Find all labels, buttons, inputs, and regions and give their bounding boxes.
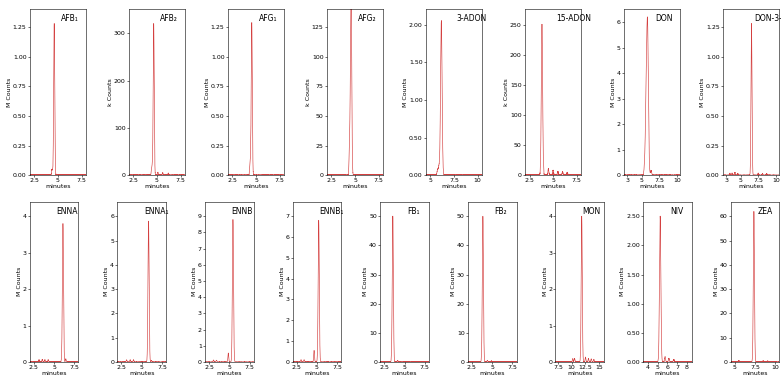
Text: MON: MON (583, 207, 601, 216)
Text: AFB₁: AFB₁ (61, 14, 79, 23)
Text: DON: DON (655, 14, 672, 23)
Y-axis label: M Counts: M Counts (205, 78, 210, 107)
Y-axis label: M Counts: M Counts (280, 267, 285, 296)
Y-axis label: k Counts: k Counts (306, 78, 311, 106)
X-axis label: minutes: minutes (480, 371, 505, 376)
X-axis label: minutes: minutes (392, 371, 417, 376)
Text: ENNA₁: ENNA₁ (144, 207, 169, 216)
Text: FB₁: FB₁ (407, 207, 419, 216)
Text: 3-ADON: 3-ADON (457, 14, 487, 23)
Y-axis label: M Counts: M Counts (451, 267, 456, 296)
X-axis label: minutes: minutes (304, 371, 330, 376)
Y-axis label: M Counts: M Counts (403, 78, 408, 107)
Text: ENNA: ENNA (56, 207, 78, 216)
X-axis label: minutes: minutes (654, 371, 680, 376)
Text: ENNB₁: ENNB₁ (319, 207, 344, 216)
Y-axis label: M Counts: M Counts (714, 267, 719, 296)
X-axis label: minutes: minutes (441, 184, 467, 189)
X-axis label: minutes: minutes (216, 371, 242, 376)
Text: NIV: NIV (670, 207, 683, 216)
Y-axis label: M Counts: M Counts (105, 267, 109, 296)
Text: ENNB: ENNB (232, 207, 253, 216)
X-axis label: minutes: minutes (243, 184, 269, 189)
Y-axis label: M Counts: M Counts (363, 267, 369, 296)
X-axis label: minutes: minutes (342, 184, 368, 189)
Y-axis label: M Counts: M Counts (543, 267, 547, 296)
Text: AFG₂: AFG₂ (358, 14, 376, 23)
X-axis label: minutes: minutes (640, 184, 665, 189)
Y-axis label: M Counts: M Counts (16, 267, 22, 296)
Text: ZEA: ZEA (758, 207, 772, 216)
Y-axis label: k Counts: k Counts (108, 78, 113, 106)
Text: AFB₂: AFB₂ (160, 14, 178, 23)
Y-axis label: M Counts: M Counts (701, 78, 705, 107)
X-axis label: minutes: minutes (41, 371, 66, 376)
X-axis label: minutes: minutes (738, 184, 764, 189)
Text: FB₂: FB₂ (494, 207, 507, 216)
Text: 15-ADON: 15-ADON (556, 14, 591, 23)
X-axis label: minutes: minutes (45, 184, 71, 189)
Y-axis label: k Counts: k Counts (505, 78, 509, 106)
Text: AFG₁: AFG₁ (259, 14, 277, 23)
Y-axis label: M Counts: M Counts (192, 267, 197, 296)
Y-axis label: M Counts: M Counts (7, 78, 12, 107)
X-axis label: minutes: minutes (540, 184, 566, 189)
X-axis label: minutes: minutes (129, 371, 155, 376)
X-axis label: minutes: minutes (144, 184, 169, 189)
Text: DON-3-G: DON-3-G (754, 14, 781, 23)
Y-axis label: M Counts: M Counts (620, 267, 626, 296)
X-axis label: minutes: minutes (743, 371, 768, 376)
X-axis label: minutes: minutes (567, 371, 593, 376)
Y-axis label: M Counts: M Counts (611, 78, 616, 107)
